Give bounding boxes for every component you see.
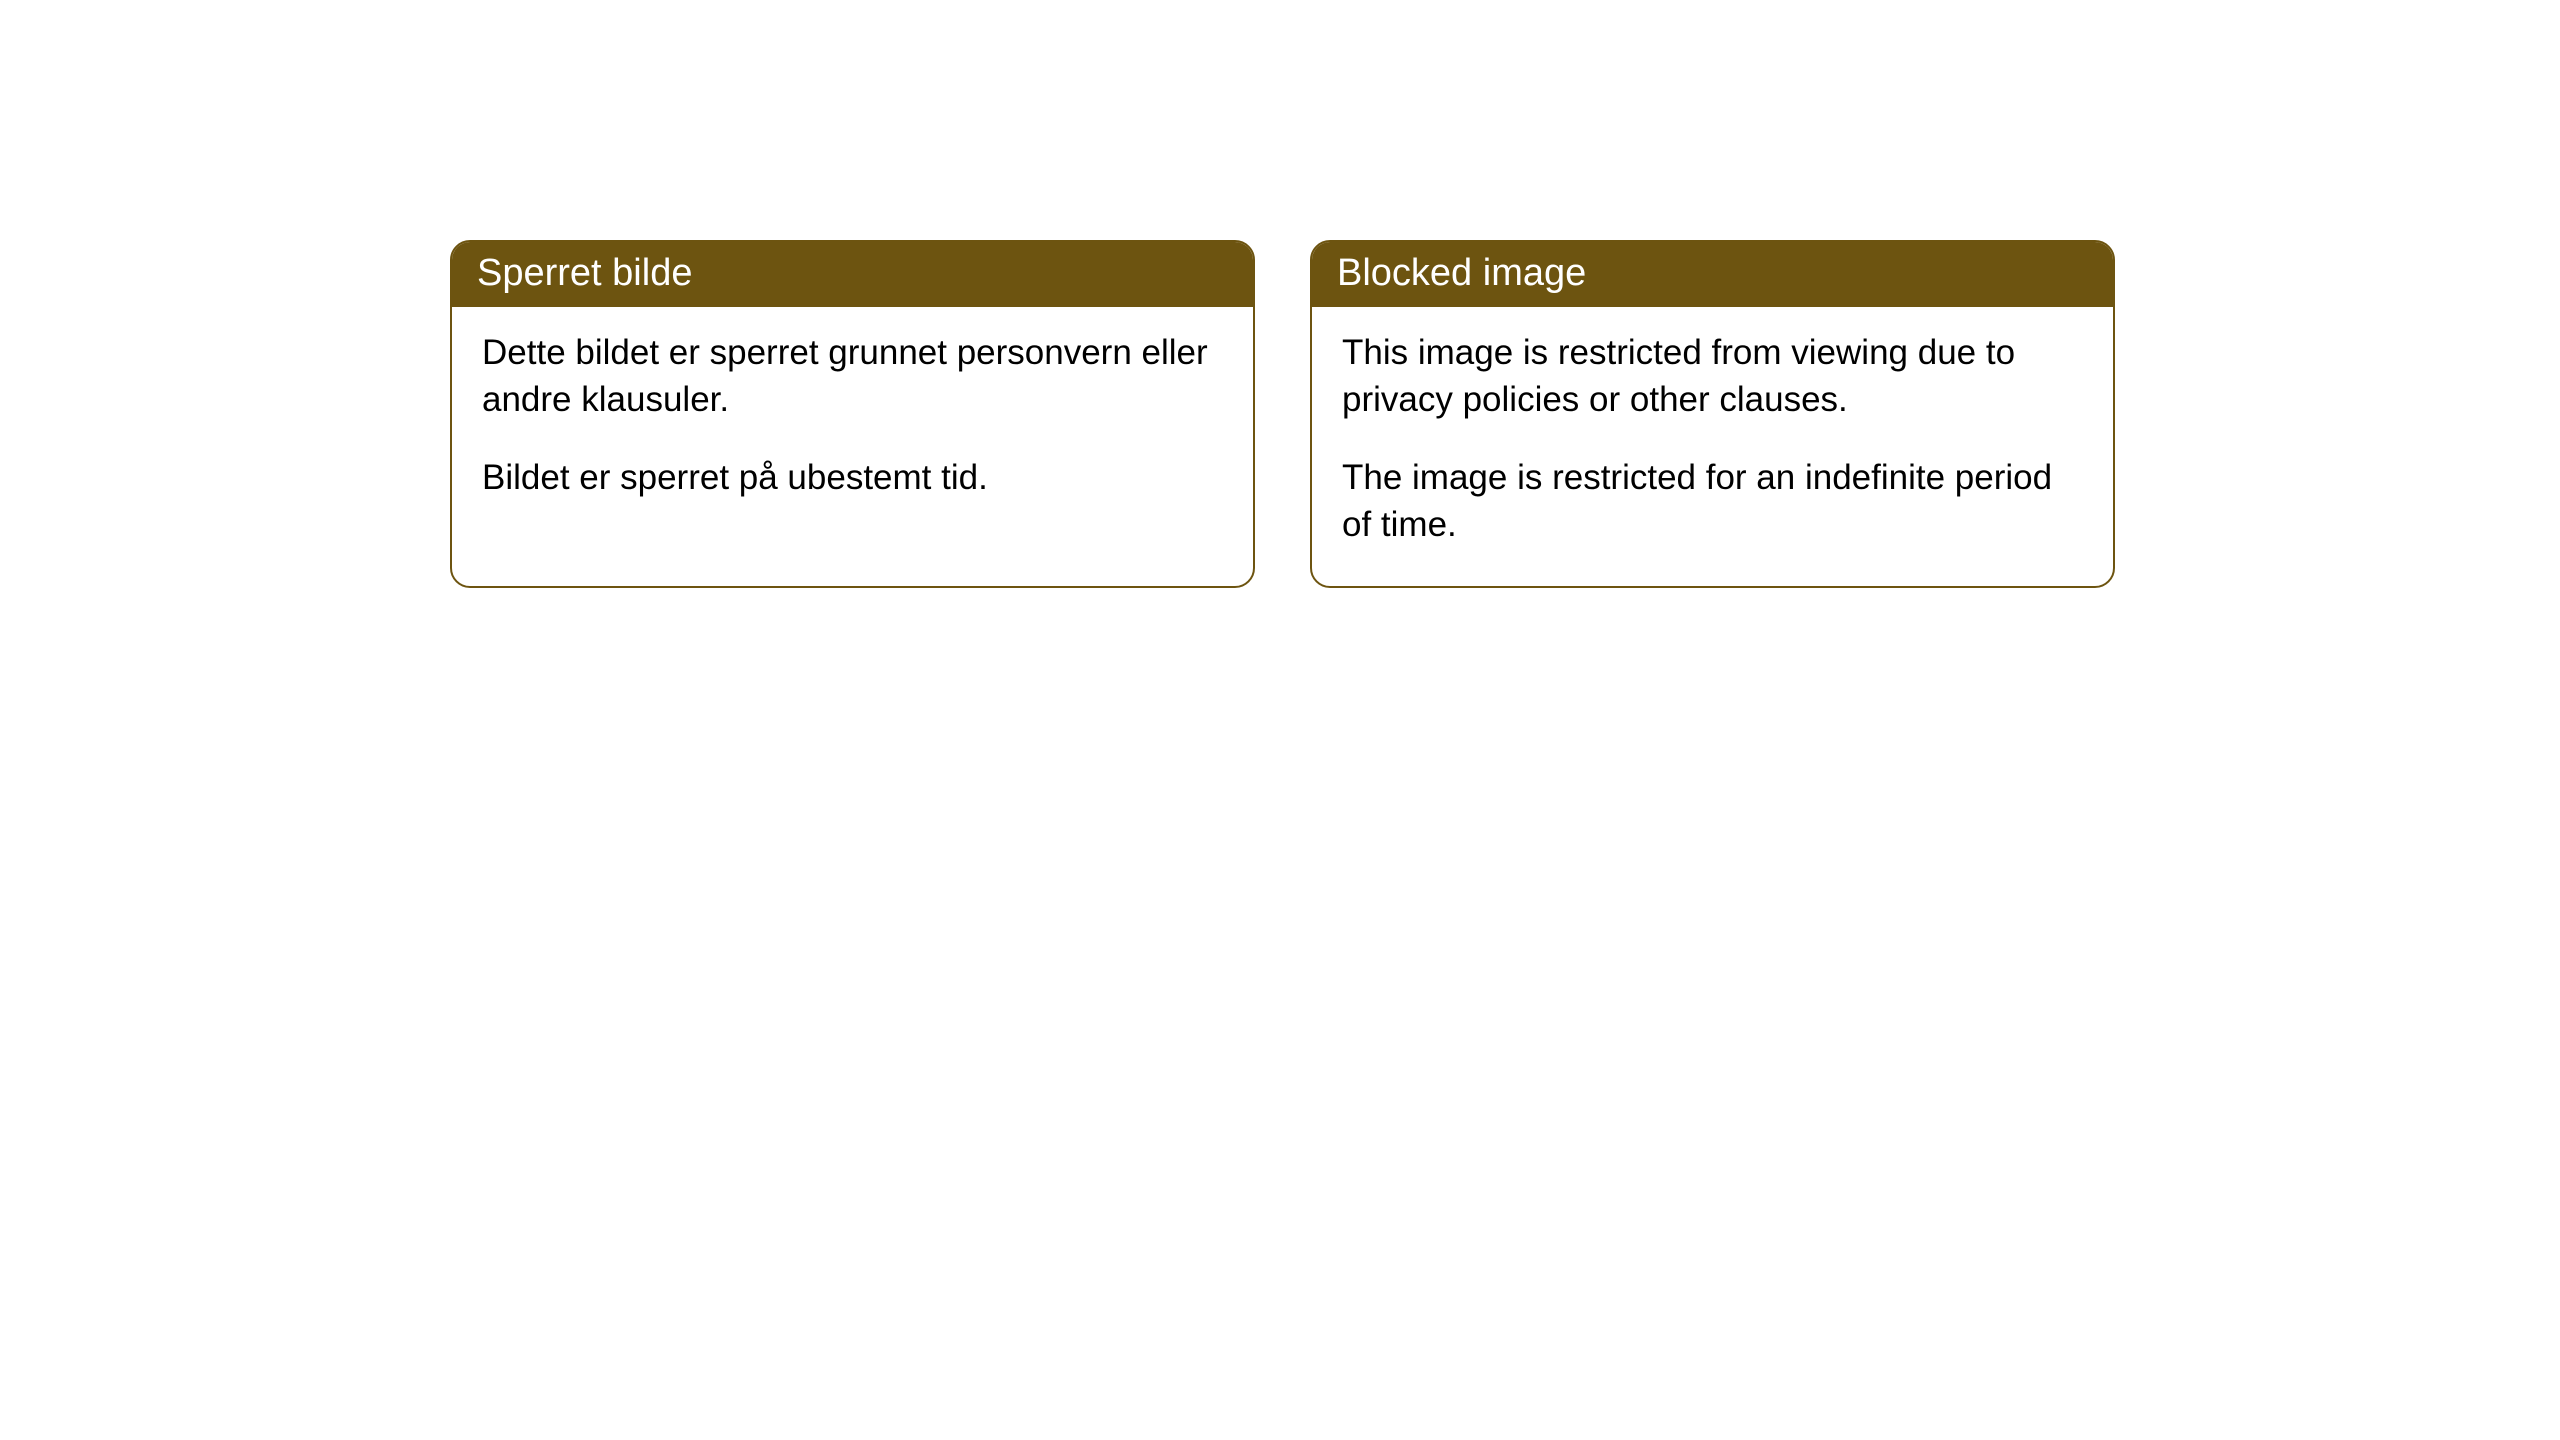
cards-container: Sperret bilde Dette bildet er sperret gr… — [450, 240, 2115, 588]
card-title-norwegian: Sperret bilde — [477, 252, 692, 294]
card-paragraph-2-english: The image is restricted for an indefinit… — [1342, 454, 2083, 549]
card-paragraph-1-english: This image is restricted from viewing du… — [1342, 329, 2083, 424]
card-paragraph-2-norwegian: Bildet er sperret på ubestemt tid. — [482, 454, 1223, 501]
blocked-image-card-english: Blocked image This image is restricted f… — [1310, 240, 2115, 588]
blocked-image-card-norwegian: Sperret bilde Dette bildet er sperret gr… — [450, 240, 1255, 588]
card-header-norwegian: Sperret bilde — [452, 242, 1253, 307]
card-header-english: Blocked image — [1312, 242, 2113, 307]
card-body-english: This image is restricted from viewing du… — [1312, 307, 2113, 586]
card-title-english: Blocked image — [1337, 252, 1586, 294]
card-paragraph-1-norwegian: Dette bildet er sperret grunnet personve… — [482, 329, 1223, 424]
card-body-norwegian: Dette bildet er sperret grunnet personve… — [452, 307, 1253, 539]
